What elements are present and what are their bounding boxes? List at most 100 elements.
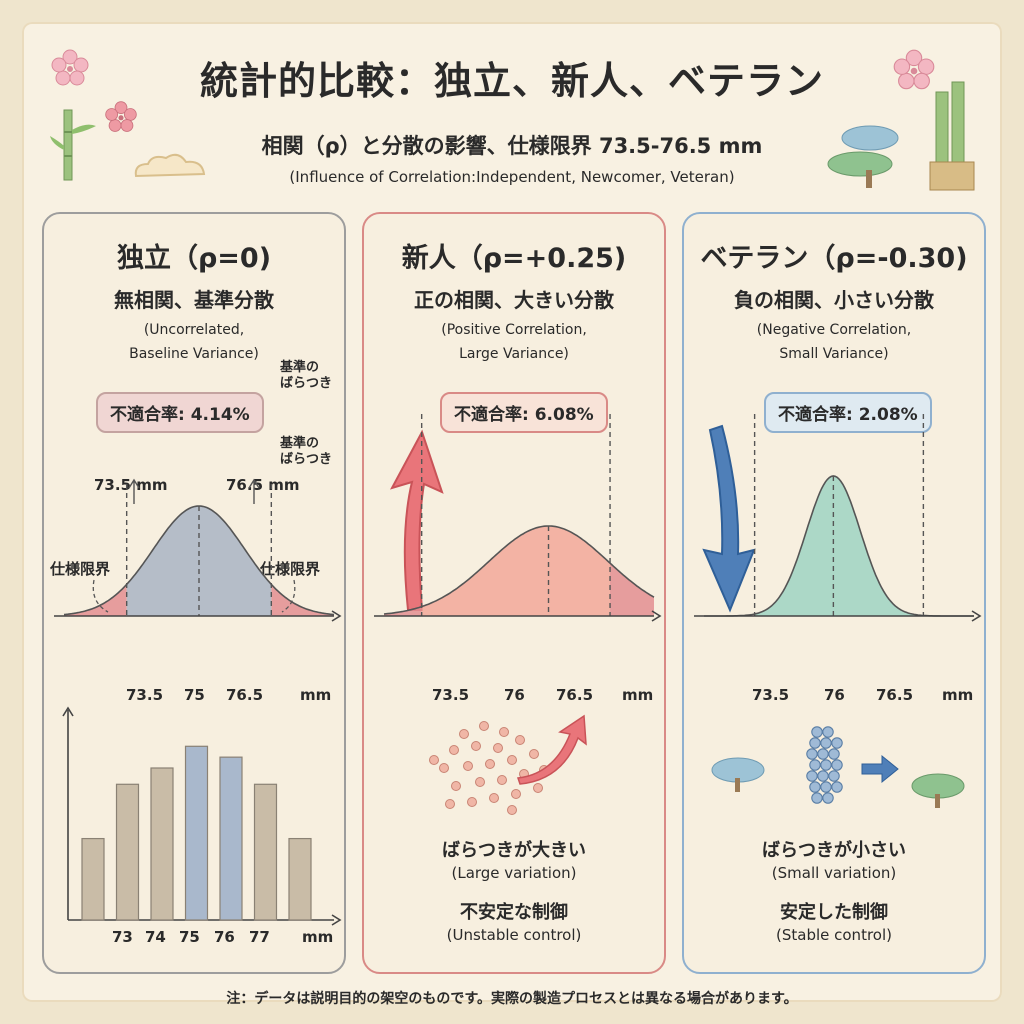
histogram-bar — [184, 745, 209, 921]
data-dot — [806, 770, 818, 782]
up-arrow-icon — [389, 429, 444, 611]
histogram-bar — [253, 783, 278, 921]
histogram-bar — [150, 767, 174, 921]
hist-tick-label: 75 — [179, 928, 200, 946]
data-dot — [463, 761, 473, 771]
data-dot — [811, 726, 823, 738]
annotation-line: ばらつき — [280, 376, 333, 391]
distribution-chart-newcomer — [374, 414, 662, 622]
data-dot — [451, 781, 461, 791]
histogram-independent — [62, 706, 342, 926]
lower-tail-area — [64, 584, 127, 616]
data-dot — [817, 748, 829, 760]
data-dot — [828, 748, 840, 760]
data-dot — [459, 729, 469, 739]
sakura-icon — [893, 49, 935, 90]
page-title: 統計的比較：独立、新人、ベテラン — [199, 59, 824, 103]
data-dot — [811, 792, 823, 804]
y-axis-arrow — [62, 706, 74, 717]
data-dot — [822, 726, 834, 738]
hist-tick-label: 74 — [145, 928, 166, 946]
variation-label-english: (Large variation) — [451, 864, 577, 882]
nonconforming-rate-bubble: 不適合率: 4.14% — [96, 392, 264, 433]
annotation-baseline-variation: 基準の ばらつき — [280, 360, 332, 392]
arrow-up-icon — [248, 478, 260, 504]
in-spec-area — [421, 526, 611, 616]
data-dot — [822, 792, 834, 804]
x-tick-label: 75 — [184, 686, 205, 704]
data-dot — [820, 781, 832, 793]
data-dot — [489, 793, 499, 803]
data-dot — [449, 745, 459, 755]
panel-veteran: ベテラン（ρ=-0.30) 負の相関、小さい分散 (Negative Corre… — [682, 212, 986, 974]
x-tick-label: 73.5 — [752, 686, 790, 704]
control-label-english: (Stable control) — [776, 926, 892, 944]
data-dot — [485, 759, 495, 769]
data-dot — [445, 799, 455, 809]
data-dot — [806, 748, 818, 760]
histogram-bar — [288, 837, 312, 921]
x-tick-label: 76 — [504, 686, 525, 704]
pine-icon — [827, 125, 899, 188]
x-axis-arrow — [651, 610, 662, 622]
data-dot — [831, 759, 843, 771]
data-dot — [820, 759, 832, 771]
distribution-chart-veteran — [694, 414, 982, 622]
data-dot — [809, 737, 821, 749]
histogram-bar — [81, 837, 105, 921]
control-label-english: (Unstable control) — [446, 926, 582, 944]
kadomatsu-icon — [929, 81, 975, 191]
pine-icon — [911, 773, 965, 808]
scattered-dots-icon — [429, 721, 549, 815]
data-dot — [533, 783, 543, 793]
down-arrow-icon — [702, 424, 756, 613]
spec-pointer — [92, 579, 109, 613]
data-dot — [515, 735, 525, 745]
annotation-line: 基準の — [280, 360, 320, 375]
panel-independent: 独立（ρ=0) 無相関、基準分散 (Uncorrelated, Baseline… — [42, 212, 346, 974]
bamboo-icon — [50, 109, 96, 181]
annotation-line: ばらつき — [280, 452, 333, 467]
data-dot — [439, 763, 449, 773]
cloud-icon — [134, 153, 206, 178]
arrow-up-icon — [128, 478, 140, 504]
sakura-icon — [105, 101, 137, 132]
panel-title: 新人（ρ=+0.25) — [401, 243, 627, 274]
distribution-chart-independent — [54, 478, 342, 622]
x-axis-arrow — [331, 610, 342, 622]
spec-pointer — [281, 579, 296, 613]
control-label: 安定した制御 — [780, 902, 888, 923]
data-dot — [499, 727, 509, 737]
data-dot — [817, 770, 829, 782]
data-dot — [820, 737, 832, 749]
data-dot — [467, 797, 477, 807]
spec-limit-label-left: 仕様限界 — [50, 560, 111, 578]
x-unit-label: mm — [300, 686, 332, 704]
data-dot — [479, 721, 489, 731]
hist-unit-label: mm — [302, 928, 334, 946]
panel-subtitle-english-line: Large Variance) — [459, 346, 569, 362]
hist-tick-label: 77 — [249, 928, 270, 946]
in-spec-area — [754, 476, 924, 616]
panel-title: ベテラン（ρ=-0.30) — [700, 243, 968, 274]
x-tick-label: 76.5 — [226, 686, 264, 704]
panel-subtitle-english: (Positive Correlation, Large Variance) — [364, 318, 664, 366]
right-arrow-icon — [861, 754, 899, 784]
data-dot — [507, 805, 517, 815]
x-tick-label: 76.5 — [876, 686, 914, 704]
panel-subtitle-english-line: Baseline Variance) — [129, 346, 259, 362]
annotation-line: 基準の — [280, 436, 320, 451]
variation-label: ばらつきが大きい — [442, 840, 586, 861]
x-axis-arrow — [971, 610, 982, 622]
usl-label: 76.5 mm — [226, 476, 300, 494]
upper-tail-area — [610, 563, 654, 616]
panel-subtitle: 無相関、基準分散 — [114, 288, 274, 312]
nonconforming-rate-bubble: 不適合率: 6.08% — [440, 392, 608, 433]
data-dot — [809, 781, 821, 793]
data-dot — [831, 781, 843, 793]
data-dot — [828, 770, 840, 782]
data-dot — [511, 789, 521, 799]
hist-tick-label: 76 — [214, 928, 235, 946]
data-dot — [831, 737, 843, 749]
panel-subtitle-english: (Uncorrelated, Baseline Variance) — [44, 318, 344, 366]
